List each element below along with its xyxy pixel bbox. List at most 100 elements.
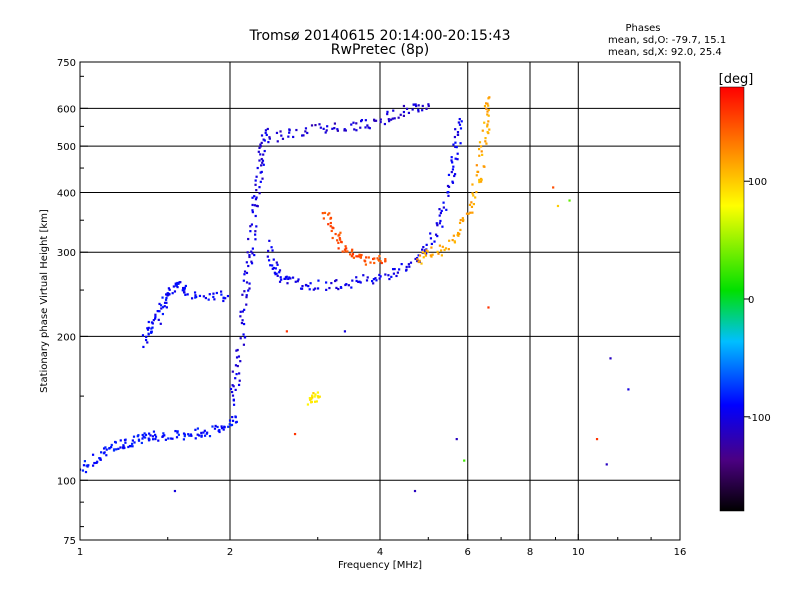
grid-lines: [80, 62, 680, 540]
data-point: [421, 109, 424, 112]
data-point: [478, 180, 481, 184]
data-point: [231, 419, 235, 422]
data-point: [137, 434, 140, 437]
data-point: [399, 113, 402, 116]
data-point: [140, 441, 143, 445]
data-point: [130, 442, 134, 445]
data-point: [287, 135, 290, 138]
data-point: [81, 469, 85, 472]
data-point: [249, 225, 252, 228]
data-point: [465, 212, 469, 215]
data-point: [131, 439, 134, 442]
data-point: [245, 281, 249, 284]
data-point: [196, 433, 199, 436]
data-point: [316, 395, 319, 398]
data-point: [236, 364, 239, 368]
data-point: [322, 217, 325, 220]
data-point: [80, 468, 82, 471]
data-point: [488, 128, 491, 131]
data-point: [471, 192, 474, 195]
data-point: [264, 129, 268, 132]
data-point: [149, 434, 152, 437]
data-point: [402, 110, 406, 114]
data-point: [202, 295, 205, 298]
data-point: [453, 173, 457, 176]
data-point: [358, 280, 361, 283]
data-point: [314, 393, 317, 396]
data-point: [425, 252, 428, 255]
data-point: [407, 111, 411, 115]
data-point: [231, 415, 234, 419]
x-tick-label: 16: [674, 547, 687, 558]
x-tick-label: 4: [377, 547, 383, 558]
data-point: [475, 174, 478, 177]
data-point: [276, 140, 279, 143]
data-point: [251, 252, 254, 255]
data-point: [251, 203, 254, 207]
data-point: [311, 394, 314, 397]
data-point: [400, 262, 403, 266]
data-point: [319, 126, 322, 129]
data-point: [451, 161, 454, 164]
data-point: [271, 264, 274, 267]
data-point: [335, 279, 338, 282]
data-point: [166, 294, 169, 297]
data-point: [275, 272, 278, 275]
data-point: [91, 453, 95, 456]
data-point: [110, 446, 113, 449]
data-point: [203, 434, 207, 437]
data-point: [299, 287, 303, 290]
data-point: [429, 232, 432, 235]
data-point: [276, 263, 279, 266]
data-point: [243, 270, 247, 273]
data-point: [368, 127, 371, 130]
data-point: [412, 103, 415, 106]
data-point: [132, 435, 136, 438]
data-point: [260, 157, 263, 161]
data-point: [104, 446, 107, 449]
data-point: [258, 192, 261, 195]
data-point: [248, 287, 251, 290]
data-point: [248, 255, 251, 259]
data-point: [258, 159, 261, 162]
data-point: [249, 230, 252, 233]
data-point: [609, 357, 612, 360]
data-point: [440, 209, 443, 212]
data-point: [460, 120, 463, 123]
data-point: [276, 274, 279, 277]
data-point: [352, 121, 355, 124]
data-point: [355, 122, 358, 125]
data-point: [351, 279, 354, 282]
data-point: [187, 433, 190, 436]
data-point: [143, 432, 146, 435]
data-point: [267, 259, 271, 262]
data-point: [229, 424, 233, 427]
data-point: [343, 128, 346, 131]
data-point: [124, 441, 127, 444]
data-point: [202, 431, 205, 434]
data-point: [451, 168, 455, 171]
data-point: [203, 429, 206, 432]
data-point: [414, 104, 418, 108]
data-point: [315, 400, 318, 403]
data-point: [357, 280, 360, 284]
y-axis-label: Stationary phase Virtual Height [km]: [39, 209, 50, 393]
data-point: [379, 275, 382, 278]
data-point: [347, 284, 350, 287]
data-point: [424, 254, 428, 257]
data-point: [119, 439, 122, 442]
data-point: [452, 234, 455, 237]
data-point: [141, 437, 144, 440]
data-point: [183, 435, 186, 438]
data-point: [372, 278, 375, 281]
data-point: [194, 428, 197, 431]
data-point: [487, 114, 490, 117]
data-point: [254, 179, 257, 182]
data-point: [391, 117, 394, 120]
data-point: [142, 435, 145, 438]
data-point: [205, 432, 208, 435]
data-point: [242, 279, 245, 282]
data-point: [453, 135, 457, 139]
data-point: [174, 283, 177, 286]
data-point: [355, 276, 358, 279]
